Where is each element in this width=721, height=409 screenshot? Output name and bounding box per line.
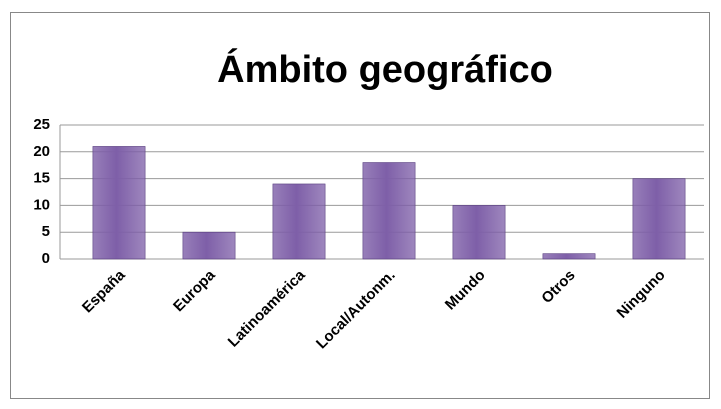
y-tick-label: 5 <box>42 223 50 240</box>
bar <box>362 162 416 260</box>
bar <box>92 146 146 260</box>
y-tick-label: 15 <box>33 170 50 187</box>
bar <box>542 253 596 260</box>
bar <box>632 178 686 260</box>
y-tick-label: 25 <box>33 116 50 133</box>
y-tick-label: 0 <box>42 250 50 267</box>
bar <box>182 231 236 260</box>
bar <box>452 205 506 260</box>
y-tick-label: 20 <box>33 143 50 160</box>
bar <box>272 183 326 260</box>
y-tick-label: 10 <box>33 196 50 213</box>
chart-title: Ámbito geográfico <box>217 47 553 91</box>
